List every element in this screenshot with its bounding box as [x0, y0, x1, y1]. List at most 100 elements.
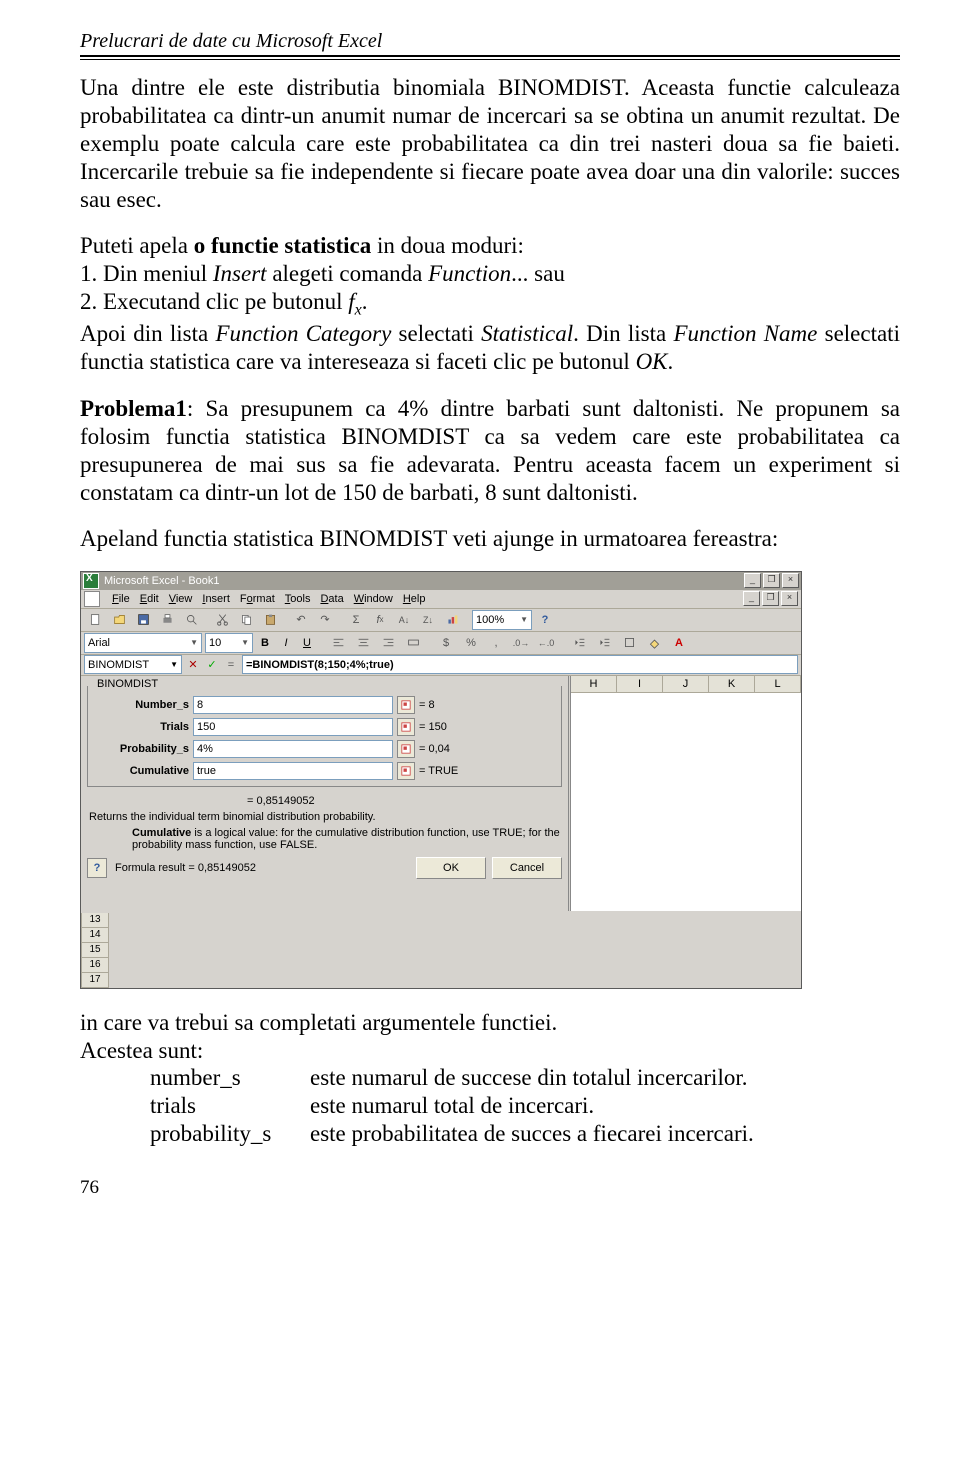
- row-header[interactable]: 13: [81, 913, 109, 928]
- argument-group: BINOMDIST Number_s 8 = 8 Trials 150 = 15…: [87, 686, 562, 787]
- bold-button[interactable]: B: [256, 634, 274, 652]
- cancel-formula-icon[interactable]: ✕: [185, 657, 201, 673]
- col-header[interactable]: I: [617, 676, 663, 692]
- row-header[interactable]: 17: [81, 973, 109, 988]
- edit-formula-icon[interactable]: =: [223, 657, 239, 673]
- row-header[interactable]: 15: [81, 943, 109, 958]
- menu-format[interactable]: Format: [240, 593, 275, 605]
- copy-icon[interactable]: [235, 610, 257, 630]
- align-left-icon[interactable]: [327, 633, 349, 653]
- desc-bold: Cumulative: [132, 827, 191, 839]
- arg-input-trials[interactable]: 150: [193, 718, 393, 736]
- borders-icon[interactable]: [618, 633, 640, 653]
- save-icon[interactable]: [132, 610, 154, 630]
- doc-minimize-icon[interactable]: _: [743, 591, 760, 606]
- arg-result: = TRUE: [419, 765, 555, 777]
- formula-input[interactable]: =BINOMDIST(8;150;4%;true): [242, 655, 798, 674]
- open-icon[interactable]: [108, 610, 130, 630]
- menu-window[interactable]: Window: [354, 593, 393, 605]
- cut-icon[interactable]: [211, 610, 233, 630]
- arg-input-probability-s[interactable]: 4%: [193, 740, 393, 758]
- undo-icon[interactable]: ↶: [290, 610, 312, 630]
- menu-insert[interactable]: Insert: [202, 593, 230, 605]
- ref-button-icon[interactable]: [397, 740, 415, 758]
- enter-formula-icon[interactable]: ✓: [204, 657, 220, 673]
- menu-tools[interactable]: Tools: [285, 593, 311, 605]
- help-icon[interactable]: ?: [534, 610, 556, 630]
- arg-input-number-s[interactable]: 8: [193, 696, 393, 714]
- col-header[interactable]: L: [755, 676, 801, 692]
- text: ... sau: [511, 261, 565, 286]
- inc-indent-icon[interactable]: [593, 633, 615, 653]
- text-italic: Statistical: [481, 321, 573, 346]
- maximize-icon[interactable]: ❐: [763, 573, 780, 588]
- currency-icon[interactable]: $: [435, 633, 457, 653]
- new-icon[interactable]: [84, 610, 106, 630]
- ref-button-icon[interactable]: [397, 762, 415, 780]
- menu-help[interactable]: Help: [403, 593, 426, 605]
- sort-desc-icon[interactable]: Z↓: [417, 610, 439, 630]
- cancel-button[interactable]: Cancel: [492, 857, 562, 879]
- def-desc: este numarul total de incercari.: [310, 1093, 900, 1119]
- doc-maximize-icon[interactable]: ❐: [762, 591, 779, 606]
- text: . Din lista: [573, 321, 673, 346]
- font-color-icon[interactable]: A: [668, 633, 690, 653]
- inc-decimal-icon[interactable]: .0→: [510, 633, 532, 653]
- comma-icon[interactable]: ,: [485, 633, 507, 653]
- paste-icon[interactable]: [259, 610, 281, 630]
- arg-label: Probability_s: [94, 743, 189, 755]
- text-italic: Function Name: [673, 321, 817, 346]
- zoom-combo[interactable]: 100%▼: [472, 610, 532, 630]
- fontsize-combo[interactable]: 10▼: [205, 633, 253, 653]
- menu-file[interactable]: File: [112, 593, 130, 605]
- standard-toolbar: ↶ ↷ Σ fx A↓ Z↓ 100%▼ ?: [81, 609, 801, 632]
- merge-icon[interactable]: [402, 633, 424, 653]
- text-bold: o functie statistica: [194, 233, 372, 258]
- arg-input-cumulative[interactable]: true: [193, 762, 393, 780]
- fx-icon[interactable]: fx: [369, 610, 391, 630]
- percent-icon[interactable]: %: [460, 633, 482, 653]
- ref-button-icon[interactable]: [397, 718, 415, 736]
- close-icon[interactable]: ×: [782, 573, 799, 588]
- dialog-help-icon[interactable]: ?: [87, 858, 107, 878]
- menu-data[interactable]: Data: [320, 593, 343, 605]
- rule-1: [80, 55, 900, 57]
- page-number: 76: [80, 1177, 900, 1199]
- redo-icon[interactable]: ↷: [314, 610, 336, 630]
- minimize-icon[interactable]: _: [744, 573, 761, 588]
- doc-close-icon[interactable]: ×: [781, 591, 798, 606]
- col-header[interactable]: H: [571, 676, 617, 692]
- column-headers: H I J K L: [571, 676, 801, 693]
- font-combo[interactable]: Arial▼: [84, 633, 202, 653]
- sum-icon[interactable]: Σ: [345, 610, 367, 630]
- ok-button[interactable]: OK: [416, 857, 486, 879]
- col-header[interactable]: J: [663, 676, 709, 692]
- group-legend: BINOMDIST: [94, 678, 161, 690]
- print-icon[interactable]: [156, 610, 178, 630]
- align-right-icon[interactable]: [377, 633, 399, 653]
- italic-button[interactable]: I: [277, 634, 295, 652]
- row-header[interactable]: 14: [81, 928, 109, 943]
- def-term: trials: [150, 1093, 300, 1119]
- chart-icon[interactable]: [441, 610, 463, 630]
- formula-result-label: Formula result = 0,85149052: [115, 862, 256, 874]
- titlebar[interactable]: Microsoft Excel - Book1 _ ❐ ×: [81, 572, 801, 590]
- menu-edit[interactable]: Edit: [140, 593, 159, 605]
- menu-view[interactable]: View: [169, 593, 193, 605]
- name-box[interactable]: BINOMDIST▼: [84, 655, 182, 674]
- row-headers-strip: 13 14 15 16 17: [81, 911, 801, 988]
- preview-icon[interactable]: [180, 610, 202, 630]
- sort-asc-icon[interactable]: A↓: [393, 610, 415, 630]
- underline-button[interactable]: U: [298, 634, 316, 652]
- col-header[interactable]: K: [709, 676, 755, 692]
- ref-button-icon[interactable]: [397, 696, 415, 714]
- fill-color-icon[interactable]: [643, 633, 665, 653]
- dec-indent-icon[interactable]: [568, 633, 590, 653]
- row-header[interactable]: 16: [81, 958, 109, 973]
- excel-icon: [83, 573, 99, 589]
- worksheet-grid[interactable]: H I J K L: [571, 676, 801, 911]
- text-italic: Function: [428, 261, 511, 286]
- align-center-icon[interactable]: [352, 633, 374, 653]
- formula-text: =BINOMDIST(8;150;4%;true): [246, 659, 394, 671]
- dec-decimal-icon[interactable]: ←.0: [535, 633, 557, 653]
